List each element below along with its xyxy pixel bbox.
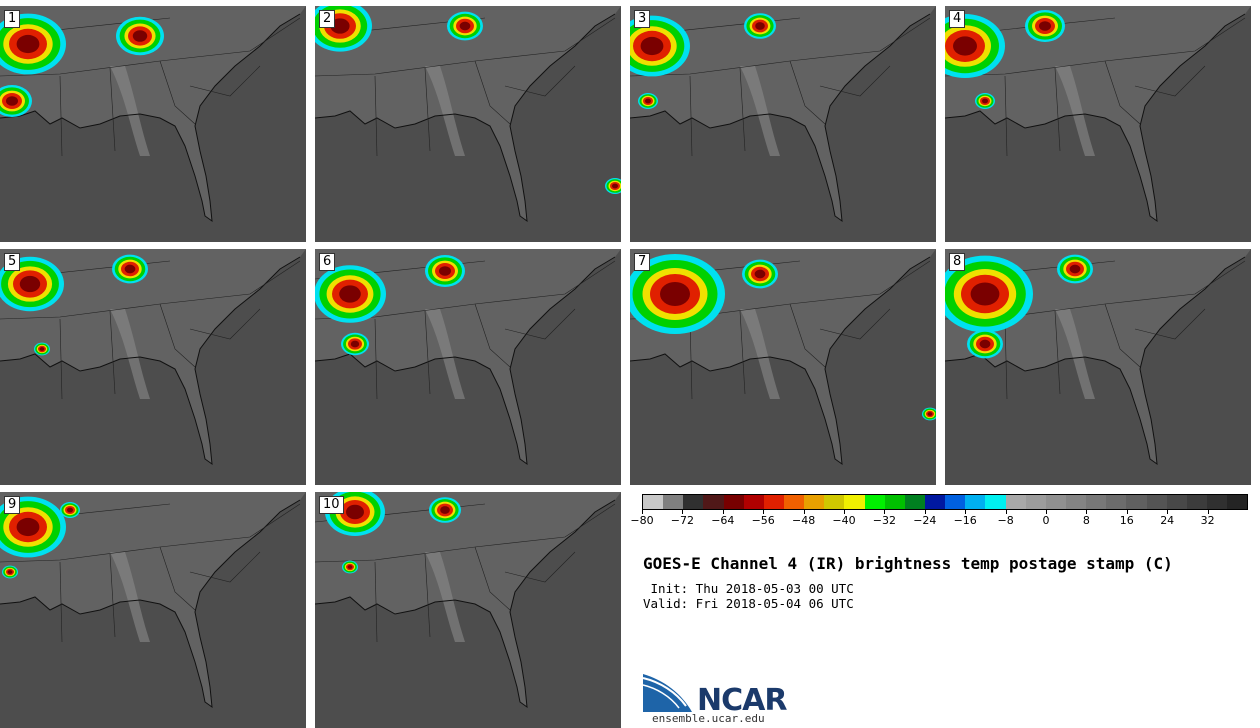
satellite-map — [0, 249, 306, 466]
colorbar-segment — [1206, 495, 1228, 509]
ncar-logo-icon — [642, 674, 692, 712]
colorbar-segment — [965, 495, 986, 509]
postage-stamp-panel: 8 — [945, 249, 1251, 485]
colorbar-tick — [1126, 509, 1128, 514]
colorbar-tick-label: −64 — [711, 514, 735, 527]
init-time: Init: Thu 2018-05-03 00 UTC — [643, 581, 854, 596]
postage-stamp-panel: 9 — [0, 492, 306, 728]
colorbar — [642, 494, 1248, 510]
colorbar-tick — [1086, 509, 1088, 514]
panel-number: 3 — [634, 10, 651, 28]
panel-number: 4 — [949, 10, 966, 28]
colorbar-tick — [1046, 509, 1047, 514]
chart-title: GOES-E Channel 4 (IR) brightness temp po… — [643, 554, 1173, 573]
panel-number: 9 — [4, 496, 21, 514]
panel-number: 5 — [4, 253, 21, 271]
colorbar-segment — [763, 495, 784, 509]
colorbar-tick — [844, 509, 845, 514]
colorbar-tick-label: −72 — [670, 514, 694, 527]
postage-stamp-panel: 4 — [945, 6, 1251, 242]
satellite-map — [945, 249, 1251, 466]
colorbar-tick — [884, 509, 886, 514]
colorbar-tick — [924, 509, 926, 514]
colorbar-segment — [1166, 495, 1187, 509]
colorbar-segment — [783, 495, 805, 509]
colorbar-segment — [1045, 495, 1066, 509]
panel-number: 2 — [319, 10, 336, 28]
colorbar-tick — [642, 509, 643, 514]
colorbar-tick-label: 8 — [1082, 514, 1090, 527]
colorbar-segment — [1025, 495, 1046, 509]
postage-stamp-panel: 3 — [630, 6, 936, 242]
colorbar-tick — [1207, 509, 1209, 514]
satellite-map — [0, 492, 306, 709]
colorbar-tick — [1167, 509, 1169, 514]
postage-stamp-panel: 7 — [630, 249, 936, 485]
colorbar-labels: −80 −72 −64 −56 −48 −40 −32 −24 −16 −8 0 8 16 24 32 — [630, 514, 1248, 530]
colorbar-tick-label: 32 — [1200, 514, 1215, 527]
panel-number: 7 — [634, 253, 651, 271]
colorbar-segment — [1126, 495, 1147, 509]
postage-stamp-panel: 1 — [0, 6, 306, 242]
colorbar-segment — [703, 495, 724, 509]
colorbar-segment — [1086, 495, 1107, 509]
satellite-map — [945, 6, 1251, 223]
colorbar-segment — [723, 495, 744, 509]
panel-number: 10 — [319, 496, 344, 514]
colorbar-tick-label: −80 — [630, 514, 654, 527]
colorbar-segment — [945, 495, 966, 509]
colorbar-tick-label: 16 — [1119, 514, 1134, 527]
colorbar-tick-label: −24 — [913, 514, 937, 527]
postage-stamp-panel: 2 — [315, 6, 621, 242]
colorbar-segment — [844, 495, 865, 509]
colorbar-segment — [1146, 495, 1167, 509]
colorbar-tick — [682, 509, 684, 514]
colorbar-tick-label: −8 — [997, 514, 1014, 527]
colorbar-segment — [1106, 495, 1127, 509]
colorbar-segment — [824, 495, 845, 509]
colorbar-tick — [965, 509, 967, 514]
colorbar-segment — [743, 495, 764, 509]
colorbar-segment — [1227, 495, 1248, 509]
colorbar-segment — [1186, 495, 1207, 509]
satellite-map — [0, 6, 306, 223]
colorbar-segment — [683, 495, 704, 509]
colorbar-segment — [864, 495, 885, 509]
colorbar-segment — [663, 495, 684, 509]
colorbar-tick-label: 0 — [1042, 514, 1050, 527]
satellite-map — [630, 6, 936, 223]
colorbar-tick-label: 24 — [1160, 514, 1175, 527]
colorbar-segment — [1005, 495, 1026, 509]
colorbar-segment — [924, 495, 946, 509]
satellite-map — [315, 249, 621, 466]
satellite-map — [315, 6, 621, 223]
colorbar-segment — [804, 495, 825, 509]
colorbar-tick-label: −48 — [791, 514, 816, 527]
colorbar-tick — [722, 509, 724, 514]
colorbar-segment — [884, 495, 905, 509]
colorbar-tick — [763, 509, 765, 514]
colorbar-segment — [904, 495, 925, 509]
postage-stamp-panel: 6 — [315, 249, 621, 485]
postage-stamp-panel: 10 — [315, 492, 621, 728]
satellite-map — [630, 249, 936, 466]
valid-time: Valid: Fri 2018-05-04 06 UTC — [643, 596, 854, 611]
panel-number: 6 — [319, 253, 336, 271]
colorbar-tick-label: −16 — [953, 514, 977, 527]
colorbar-tick — [1005, 509, 1007, 514]
logo-url: ensemble.ucar.edu — [652, 712, 765, 725]
colorbar-tick — [803, 509, 805, 514]
colorbar-ticks — [642, 509, 1248, 514]
logo-name: NCAR — [697, 683, 787, 718]
colorbar-segment — [643, 495, 664, 509]
postage-stamp-panel: 5 — [0, 249, 306, 485]
colorbar-tick-label: −40 — [832, 514, 856, 527]
panel-number: 8 — [949, 253, 966, 271]
colorbar-segment — [1065, 495, 1087, 509]
satellite-map — [315, 492, 621, 709]
panel-number: 1 — [4, 10, 21, 28]
colorbar-tick-label: −56 — [751, 514, 775, 527]
colorbar-tick-label: −32 — [872, 514, 896, 527]
colorbar-segment — [985, 495, 1006, 509]
